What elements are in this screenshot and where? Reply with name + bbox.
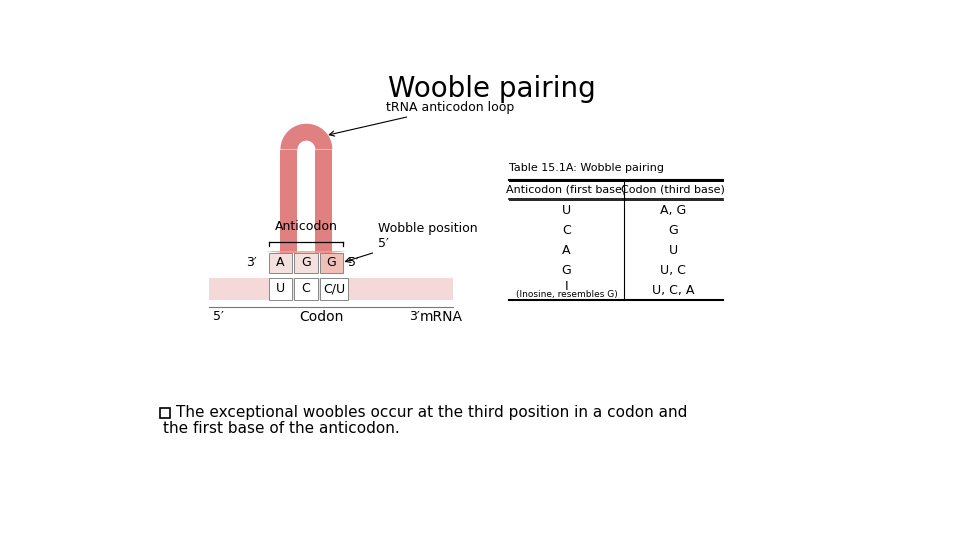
Text: C: C <box>301 282 310 295</box>
Text: A: A <box>563 244 570 257</box>
Bar <box>160 408 170 418</box>
Text: U: U <box>669 244 678 257</box>
Text: tRNA anticodon loop: tRNA anticodon loop <box>329 100 514 136</box>
Text: A, G: A, G <box>660 204 686 217</box>
Text: (Inosine, resembles G): (Inosine, resembles G) <box>516 291 617 299</box>
Text: U: U <box>276 282 285 295</box>
Text: I: I <box>564 280 568 293</box>
Bar <box>295 278 318 300</box>
Bar <box>320 278 348 300</box>
Text: Wobble position
5′: Wobble position 5′ <box>346 222 478 262</box>
Text: U, C, A: U, C, A <box>652 284 694 297</box>
Text: Anticodon (first base): Anticodon (first base) <box>506 185 627 194</box>
Text: mRNA: mRNA <box>420 309 463 323</box>
Bar <box>315 150 332 253</box>
Text: U: U <box>562 204 571 217</box>
Bar <box>209 278 453 300</box>
Text: The exceptional woobles occur at the third position in a codon and: The exceptional woobles occur at the thi… <box>176 406 687 420</box>
Text: Table 15.1A: Wobble pairing: Table 15.1A: Wobble pairing <box>509 164 664 173</box>
Text: 5′: 5′ <box>213 310 224 323</box>
Bar <box>320 253 344 273</box>
Polygon shape <box>280 124 332 150</box>
Text: Codon: Codon <box>300 309 344 323</box>
Text: C/U: C/U <box>323 282 345 295</box>
Polygon shape <box>265 251 348 253</box>
Text: 5′: 5′ <box>348 256 359 269</box>
Text: A: A <box>276 256 285 269</box>
Text: G: G <box>326 256 336 269</box>
Text: G: G <box>668 224 678 237</box>
Bar <box>269 278 292 300</box>
Text: the first base of the anticodon.: the first base of the anticodon. <box>162 421 399 436</box>
Bar <box>269 253 292 273</box>
Text: 3′: 3′ <box>409 310 420 323</box>
Bar <box>280 150 298 253</box>
Text: 3′: 3′ <box>247 256 257 269</box>
Bar <box>295 253 318 273</box>
Text: G: G <box>562 264 571 277</box>
Text: C: C <box>562 224 571 237</box>
Text: Codon (third base): Codon (third base) <box>621 185 726 194</box>
Text: U, C: U, C <box>660 264 686 277</box>
Text: Anticodon: Anticodon <box>275 220 337 233</box>
Text: G: G <box>301 256 311 269</box>
Text: Wooble pairing: Wooble pairing <box>388 75 596 103</box>
